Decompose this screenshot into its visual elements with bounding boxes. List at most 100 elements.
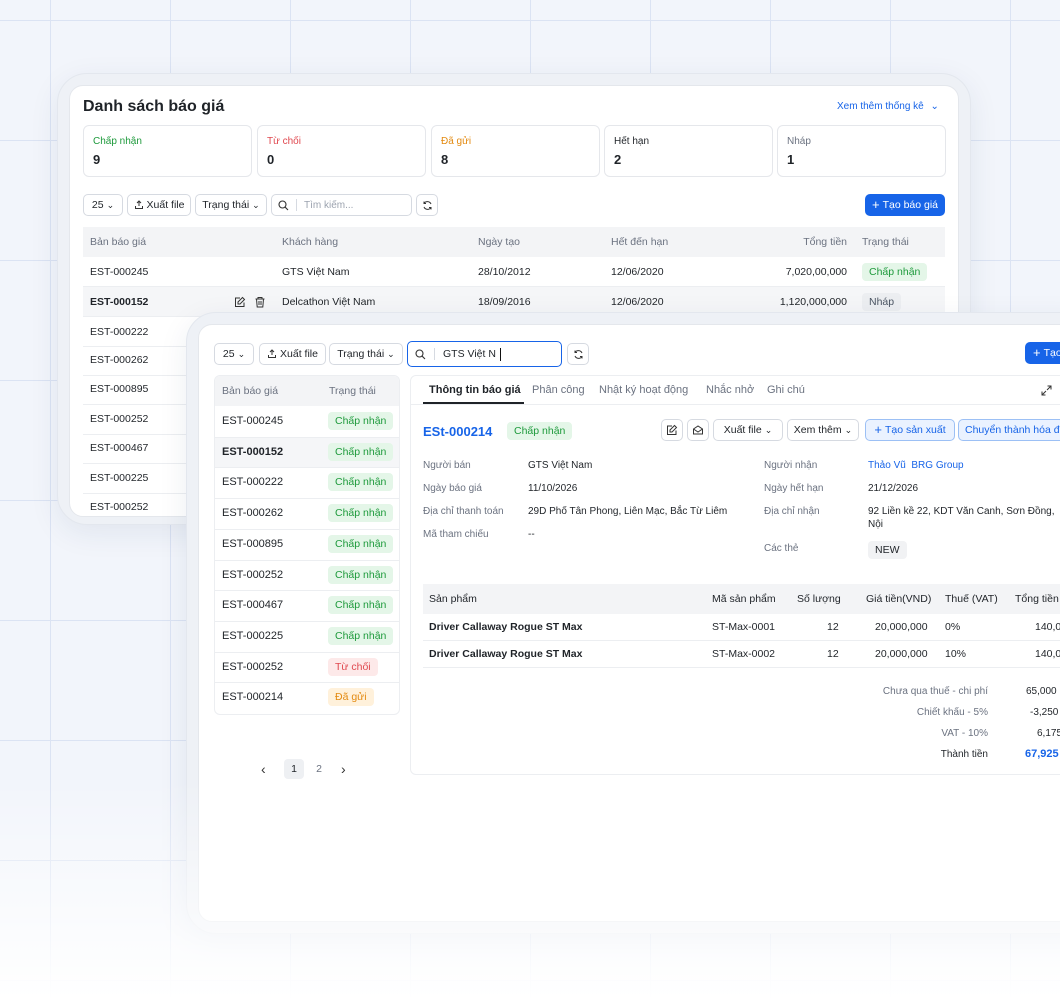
- row-divider: [215, 620, 399, 622]
- edit-button[interactable]: [661, 419, 683, 441]
- page-size-select[interactable]: 25 ⌄: [214, 343, 254, 365]
- list-item[interactable]: EST-000225 Chấp nhận: [215, 621, 399, 652]
- product-row[interactable]: Driver Callaway Rogue ST Max ST-Max-0002…: [423, 641, 1060, 667]
- ship-address-line1: 92 Liền kề 22, KDT Văn Canh, Sơn Đồng,: [868, 506, 1055, 517]
- status-badge: Chấp nhận: [507, 422, 573, 440]
- product-vat: 0%: [945, 621, 961, 633]
- stat-card-sent[interactable]: Đã gửi 8: [431, 125, 600, 177]
- export-file-dropdown[interactable]: Xuất file ⌄: [713, 419, 783, 441]
- stat-value: 9: [93, 152, 101, 167]
- tab-notes[interactable]: Ghi chú: [767, 384, 805, 396]
- export-icon: [134, 200, 143, 209]
- create-quote-button[interactable]: + Tạo: [1025, 342, 1060, 364]
- col-header: Bản báo giá: [222, 385, 279, 397]
- quote-code: EST-000245: [222, 415, 284, 427]
- list-header: Bản báo giá Trạng thái: [215, 376, 399, 406]
- list-item[interactable]: EST-000252 Từ chối: [215, 652, 399, 683]
- status-badge: Đã gửi: [328, 688, 374, 707]
- tab-info[interactable]: Thông tin báo giá: [429, 384, 521, 396]
- list-item[interactable]: EST-000214 Đã gửi: [215, 682, 399, 713]
- list-item[interactable]: EST-000467 Chấp nhận: [215, 590, 399, 621]
- due-date: 12/06/2020: [611, 266, 664, 278]
- table-row[interactable]: EST-000222: [83, 317, 945, 347]
- status-filter[interactable]: Trạng thái ⌄: [329, 343, 403, 365]
- trash-icon[interactable]: [254, 296, 266, 308]
- page-size-select[interactable]: 25 ⌄: [83, 194, 123, 216]
- create-production-label: Tạo sản xuất: [884, 424, 946, 436]
- detail-card: [410, 375, 1060, 775]
- refresh-button[interactable]: [567, 343, 589, 365]
- list-item[interactable]: EST-000252 Chấp nhận: [215, 560, 399, 591]
- table-row[interactable]: EST-000262: [83, 345, 945, 375]
- list-item[interactable]: EST-000895 Chấp nhận: [215, 529, 399, 560]
- row-divider: [215, 498, 399, 500]
- stat-label: Chấp nhận: [93, 136, 142, 147]
- status-badge: Chấp nhận: [328, 473, 394, 492]
- expand-icon[interactable]: [1041, 385, 1052, 396]
- status-badge: Chấp nhận: [328, 565, 394, 584]
- edit-icon: [667, 424, 678, 435]
- status-badge: Chấp nhận: [328, 442, 394, 461]
- list-item[interactable]: EST-000245 Chấp nhận: [215, 406, 399, 437]
- row-divider: [215, 436, 399, 438]
- stat-card-rejected[interactable]: Từ chối 0: [257, 125, 426, 177]
- page-1-button[interactable]: 1: [284, 759, 304, 779]
- export-button[interactable]: Xuất file: [127, 194, 191, 216]
- refresh-button[interactable]: [416, 194, 438, 216]
- search-divider: [434, 348, 435, 360]
- page-title: Danh sách báo giá: [83, 98, 225, 115]
- stat-card-accepted[interactable]: Chấp nhận 9: [83, 125, 252, 177]
- col-header: Tổng tiền: [1015, 593, 1059, 605]
- total-amount: 7,020,00,000: [785, 266, 847, 278]
- quote-code: EST-000225: [222, 629, 284, 642]
- search-input[interactable]: GTS Việt N: [407, 341, 562, 367]
- row-divider: [215, 590, 399, 592]
- product-sku: ST-Max-0001: [712, 621, 776, 633]
- stat-card-draft[interactable]: Nháp 1: [777, 125, 946, 177]
- create-quote-button[interactable]: + Tạo báo giá: [865, 194, 945, 216]
- tab-reminders[interactable]: Nhắc nhở: [706, 384, 755, 396]
- prev-page-button[interactable]: ‹: [261, 761, 266, 777]
- next-page-button[interactable]: ›: [341, 761, 346, 777]
- tab-activity[interactable]: Nhật ký hoạt động: [599, 384, 689, 396]
- receiver-value[interactable]: Thảo Vũ BRG Group: [868, 460, 964, 471]
- search-value: GTS Việt N: [443, 348, 496, 360]
- stats-link[interactable]: Xem thêm thống kê ⌄: [837, 101, 939, 112]
- table-row[interactable]: EST-000225: [83, 463, 945, 493]
- status-filter[interactable]: Trạng thái ⌄: [195, 194, 267, 216]
- row-divider: [423, 667, 1060, 668]
- email-button[interactable]: [687, 419, 709, 441]
- field-label: Người bán: [423, 460, 471, 471]
- tab-divider: [411, 404, 1060, 405]
- quote-code: EST-000895: [222, 537, 284, 550]
- export-label: Xuất file: [146, 199, 185, 211]
- quote-code: EST-000467: [222, 599, 284, 612]
- chevron-down-icon: ⌄: [237, 348, 246, 359]
- more-dropdown[interactable]: Xem thêm ⌄: [787, 419, 859, 441]
- chevron-down-icon: ⌄: [387, 348, 395, 359]
- product-row[interactable]: Driver Callaway Rogue ST Max ST-Max-0001…: [423, 614, 1060, 640]
- search-input[interactable]: Tìm kiếm...: [271, 194, 412, 216]
- list-item[interactable]: EST-000152 Chấp nhận: [215, 436, 399, 468]
- create-production-button[interactable]: + Tạo sản xuất: [865, 419, 955, 441]
- table-row[interactable]: EST-000467: [83, 433, 945, 463]
- list-item[interactable]: EST-000262 Chấp nhận: [215, 498, 399, 529]
- edit-icon[interactable]: [234, 296, 246, 308]
- row-divider: [215, 682, 399, 684]
- table-row[interactable]: EST-000252: [83, 492, 945, 516]
- product-vat: 10%: [945, 648, 967, 660]
- table-row[interactable]: EST-000895: [83, 374, 945, 404]
- stat-card-expired[interactable]: Hết hạn 2: [604, 125, 773, 177]
- table-row[interactable]: EST-000245 GTS Việt Nam 28/10/2012 12/06…: [83, 257, 945, 287]
- list-item[interactable]: EST-000222 Chấp nhận: [215, 467, 399, 498]
- status-badge: Từ chối: [328, 657, 378, 676]
- quote-code: EST-000252: [222, 568, 284, 581]
- table-row[interactable]: EST-000252: [83, 404, 945, 434]
- tab-assign[interactable]: Phân công: [532, 384, 585, 396]
- convert-invoice-button[interactable]: Chuyển thành hóa đơ: [958, 419, 1060, 441]
- total-amount: 1,120,000,000: [779, 296, 847, 308]
- created-date: 28/10/2012: [478, 266, 531, 278]
- export-button[interactable]: Xuất file: [259, 343, 326, 365]
- page-2-button[interactable]: 2: [316, 763, 322, 775]
- quote-code: EST-000252: [90, 501, 149, 513]
